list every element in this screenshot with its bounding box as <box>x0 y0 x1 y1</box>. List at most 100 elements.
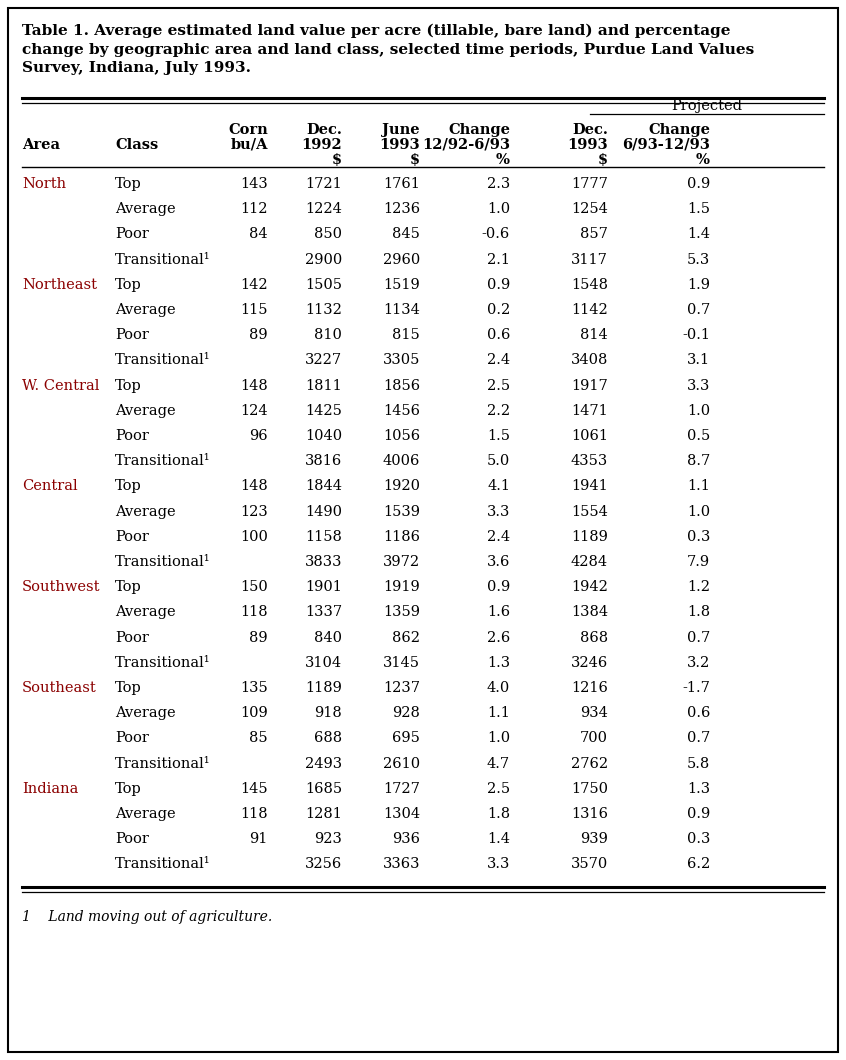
Text: Top: Top <box>115 782 142 796</box>
Text: 0.7: 0.7 <box>687 303 710 317</box>
Text: 1.3: 1.3 <box>487 656 510 670</box>
Text: 845: 845 <box>393 228 420 242</box>
Text: 148: 148 <box>240 378 268 392</box>
Text: 0.7: 0.7 <box>687 631 710 644</box>
Text: -1.7: -1.7 <box>682 681 710 695</box>
Text: 1992: 1992 <box>301 138 342 152</box>
Text: 4.7: 4.7 <box>487 757 510 771</box>
Text: 1941: 1941 <box>571 479 608 493</box>
Text: 3227: 3227 <box>305 353 342 368</box>
Text: 2.4: 2.4 <box>487 530 510 544</box>
Text: 1750: 1750 <box>571 782 608 796</box>
Text: 1236: 1236 <box>383 202 420 216</box>
Text: 3408: 3408 <box>570 353 608 368</box>
Text: 939: 939 <box>580 832 608 846</box>
Text: 91: 91 <box>250 832 268 846</box>
Text: 1811: 1811 <box>305 378 342 392</box>
Text: 1721: 1721 <box>305 177 342 191</box>
Text: 5.0: 5.0 <box>486 454 510 469</box>
Text: 1917: 1917 <box>571 378 608 392</box>
Text: 1761: 1761 <box>383 177 420 191</box>
Text: 1216: 1216 <box>571 681 608 695</box>
Text: 3246: 3246 <box>571 656 608 670</box>
Text: 112: 112 <box>240 202 268 216</box>
Text: 923: 923 <box>314 832 342 846</box>
Text: 1844: 1844 <box>305 479 342 493</box>
Text: 1942: 1942 <box>571 580 608 595</box>
Text: 1.4: 1.4 <box>487 832 510 846</box>
Text: 2.4: 2.4 <box>487 353 510 368</box>
Text: 814: 814 <box>580 329 608 342</box>
Text: Southeast: Southeast <box>22 681 96 695</box>
Text: 1554: 1554 <box>571 505 608 518</box>
Text: 12/92-6/93: 12/92-6/93 <box>422 138 510 152</box>
Text: 145: 145 <box>240 782 268 796</box>
Text: 7.9: 7.9 <box>687 555 710 569</box>
Text: 1777: 1777 <box>571 177 608 191</box>
Text: 857: 857 <box>580 228 608 242</box>
Text: 2493: 2493 <box>305 757 342 771</box>
Text: 1186: 1186 <box>383 530 420 544</box>
Text: Transitional¹: Transitional¹ <box>115 454 211 469</box>
Text: North: North <box>22 177 66 191</box>
Text: 4284: 4284 <box>571 555 608 569</box>
Text: 4.1: 4.1 <box>487 479 510 493</box>
Text: 1901: 1901 <box>305 580 342 595</box>
Text: 1132: 1132 <box>305 303 342 317</box>
Text: 1490: 1490 <box>305 505 342 518</box>
Text: Projected: Projected <box>672 99 743 113</box>
Text: 3145: 3145 <box>383 656 420 670</box>
Text: $: $ <box>332 153 342 167</box>
Text: 1920: 1920 <box>383 479 420 493</box>
Text: 1.3: 1.3 <box>687 782 710 796</box>
Text: 3305: 3305 <box>382 353 420 368</box>
Text: 1919: 1919 <box>383 580 420 595</box>
Text: Transitional¹: Transitional¹ <box>115 555 211 569</box>
Text: 123: 123 <box>240 505 268 518</box>
Text: 115: 115 <box>240 303 268 317</box>
Text: 840: 840 <box>314 631 342 644</box>
Text: 0.2: 0.2 <box>486 303 510 317</box>
Text: 1.5: 1.5 <box>687 202 710 216</box>
Text: 0.3: 0.3 <box>687 530 710 544</box>
Text: 2.1: 2.1 <box>487 252 510 267</box>
Text: 0.9: 0.9 <box>687 177 710 191</box>
Text: 89: 89 <box>250 329 268 342</box>
Text: 1040: 1040 <box>305 429 342 443</box>
Text: 1993: 1993 <box>379 138 420 152</box>
Text: 1993: 1993 <box>568 138 608 152</box>
Text: 1505: 1505 <box>305 278 342 292</box>
Text: 1237: 1237 <box>383 681 420 695</box>
Text: 3.3: 3.3 <box>687 378 710 392</box>
Text: 1061: 1061 <box>571 429 608 443</box>
Text: Poor: Poor <box>115 530 149 544</box>
Text: 84: 84 <box>250 228 268 242</box>
Text: 5.3: 5.3 <box>687 252 710 267</box>
Text: Average: Average <box>115 605 176 619</box>
Text: 1304: 1304 <box>383 807 420 822</box>
Text: 150: 150 <box>240 580 268 595</box>
Text: 0.9: 0.9 <box>486 580 510 595</box>
Text: Top: Top <box>115 479 142 493</box>
Text: 5.8: 5.8 <box>687 757 710 771</box>
Text: Top: Top <box>115 580 142 595</box>
Text: 1471: 1471 <box>571 404 608 418</box>
Text: 1519: 1519 <box>383 278 420 292</box>
Text: 6.2: 6.2 <box>687 858 710 871</box>
Text: Poor: Poor <box>115 731 149 745</box>
Text: 1.8: 1.8 <box>687 605 710 619</box>
Text: 124: 124 <box>240 404 268 418</box>
Text: 2.3: 2.3 <box>486 177 510 191</box>
Text: 4006: 4006 <box>382 454 420 469</box>
Text: 3.6: 3.6 <box>486 555 510 569</box>
Text: Top: Top <box>115 378 142 392</box>
Text: 0.3: 0.3 <box>687 832 710 846</box>
Text: Poor: Poor <box>115 631 149 644</box>
Text: 0.9: 0.9 <box>486 278 510 292</box>
Text: 2610: 2610 <box>383 757 420 771</box>
Text: Average: Average <box>115 303 176 317</box>
Text: 934: 934 <box>580 706 608 720</box>
Text: Area: Area <box>22 138 60 152</box>
Text: 118: 118 <box>240 605 268 619</box>
Text: 1337: 1337 <box>305 605 342 619</box>
